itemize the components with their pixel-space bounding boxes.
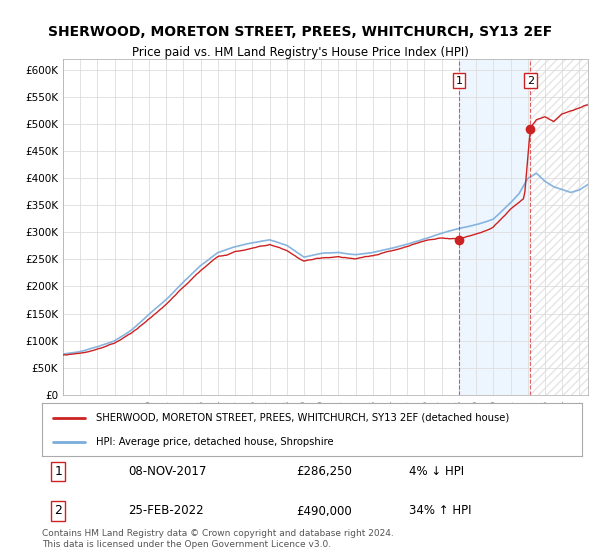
Text: 2: 2: [54, 505, 62, 517]
Text: £490,000: £490,000: [296, 505, 352, 517]
Bar: [530, 59, 588, 395]
Bar: [530, 59, 588, 395]
Text: 08-NOV-2017: 08-NOV-2017: [128, 465, 207, 478]
Text: 2: 2: [527, 76, 534, 86]
Bar: [459, 59, 530, 395]
Text: £286,250: £286,250: [296, 465, 352, 478]
Text: 1: 1: [54, 465, 62, 478]
Text: 4% ↓ HPI: 4% ↓ HPI: [409, 465, 464, 478]
Text: Contains HM Land Registry data © Crown copyright and database right 2024.
This d: Contains HM Land Registry data © Crown c…: [42, 529, 394, 549]
Text: 34% ↑ HPI: 34% ↑ HPI: [409, 505, 472, 517]
Text: 25-FEB-2022: 25-FEB-2022: [128, 505, 204, 517]
Text: SHERWOOD, MORETON STREET, PREES, WHITCHURCH, SY13 2EF (detached house): SHERWOOD, MORETON STREET, PREES, WHITCHU…: [96, 413, 509, 423]
Text: SHERWOOD, MORETON STREET, PREES, WHITCHURCH, SY13 2EF: SHERWOOD, MORETON STREET, PREES, WHITCHU…: [48, 25, 552, 39]
Text: Price paid vs. HM Land Registry's House Price Index (HPI): Price paid vs. HM Land Registry's House …: [131, 46, 469, 59]
Text: 1: 1: [455, 76, 463, 86]
Text: HPI: Average price, detached house, Shropshire: HPI: Average price, detached house, Shro…: [96, 436, 334, 446]
